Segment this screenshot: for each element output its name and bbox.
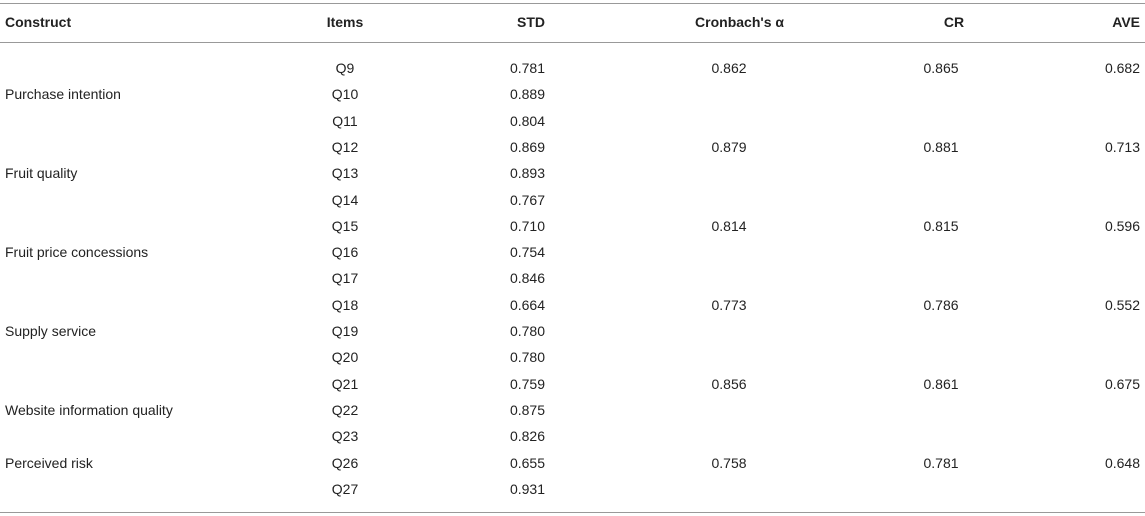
std-value: 0.826 — [509, 428, 545, 445]
item-label: Q11 — [332, 112, 358, 129]
std-value: 0.875 — [509, 401, 545, 418]
column-header: AVE — [1112, 14, 1140, 30]
std-value: 0.893 — [509, 165, 545, 182]
column-header: CR — [943, 14, 965, 30]
bottom-rule — [0, 512, 1145, 513]
std-value: 0.710 — [509, 217, 545, 234]
construct-label: Fruit quality — [5, 165, 78, 182]
cr-value: 0.881 — [923, 138, 959, 155]
column-header: Construct — [5, 14, 72, 30]
item-label: Q18 — [331, 296, 359, 313]
item-label: Q10 — [331, 86, 359, 103]
item-label: Q21 — [331, 375, 359, 392]
std-value: 0.869 — [509, 138, 545, 155]
std-value: 0.754 — [509, 244, 545, 261]
item-label: Q27 — [331, 480, 359, 497]
item-label: Q20 — [331, 349, 359, 366]
std-value: 0.846 — [509, 270, 545, 287]
std-value: 0.804 — [509, 112, 545, 129]
std-value: 0.780 — [509, 349, 545, 366]
construct-label: Fruit price concessions — [5, 244, 149, 261]
std-value: 0.655 — [509, 454, 545, 471]
std-value: 0.767 — [509, 191, 545, 208]
column-header: Items — [326, 14, 364, 30]
construct-label: Purchase intention — [5, 86, 121, 103]
std-value: 0.664 — [509, 296, 545, 313]
column-header: STD — [517, 14, 545, 30]
ave-value: 0.682 — [1104, 60, 1140, 76]
construct-label: Website information quality — [5, 401, 173, 418]
cronbach-value: 0.879 — [711, 138, 747, 155]
cr-value: 0.815 — [923, 217, 959, 234]
header-rule — [0, 42, 1145, 43]
std-value: 0.781 — [509, 60, 545, 76]
ave-value: 0.648 — [1104, 454, 1140, 471]
std-value: 0.759 — [509, 375, 545, 392]
std-value: 0.889 — [509, 86, 545, 103]
item-label: Q12 — [331, 138, 359, 155]
ave-value: 0.552 — [1104, 296, 1140, 313]
item-label: Q13 — [331, 165, 359, 182]
item-label: Q17 — [331, 270, 359, 287]
construct-label: Perceived risk — [5, 454, 93, 471]
item-label: Q9 — [335, 60, 355, 76]
column-header: Cronbach's α — [695, 14, 784, 30]
top-rule — [0, 3, 1145, 4]
cronbach-value: 0.814 — [711, 217, 747, 234]
construct-label: Supply service — [5, 323, 97, 339]
ave-value: 0.675 — [1104, 375, 1140, 392]
cr-value: 0.861 — [923, 375, 959, 392]
item-label: Q16 — [331, 244, 359, 261]
std-value: 0.780 — [509, 323, 545, 339]
item-label: Q26 — [331, 454, 359, 471]
item-label: Q23 — [331, 428, 359, 445]
cr-value: 0.786 — [923, 296, 959, 313]
cronbach-value: 0.862 — [711, 60, 747, 76]
cronbach-value: 0.856 — [711, 375, 747, 392]
std-value: 0.931 — [509, 480, 545, 497]
item-label: Q22 — [331, 401, 359, 418]
ave-value: 0.596 — [1104, 217, 1140, 234]
cronbach-value: 0.758 — [711, 454, 747, 471]
ave-value: 0.713 — [1104, 138, 1140, 155]
cr-value: 0.865 — [923, 60, 959, 76]
item-label: Q14 — [331, 191, 359, 208]
item-label: Q19 — [331, 323, 359, 339]
cronbach-value: 0.773 — [711, 296, 747, 313]
cr-value: 0.781 — [923, 454, 959, 471]
item-label: Q15 — [331, 217, 359, 234]
